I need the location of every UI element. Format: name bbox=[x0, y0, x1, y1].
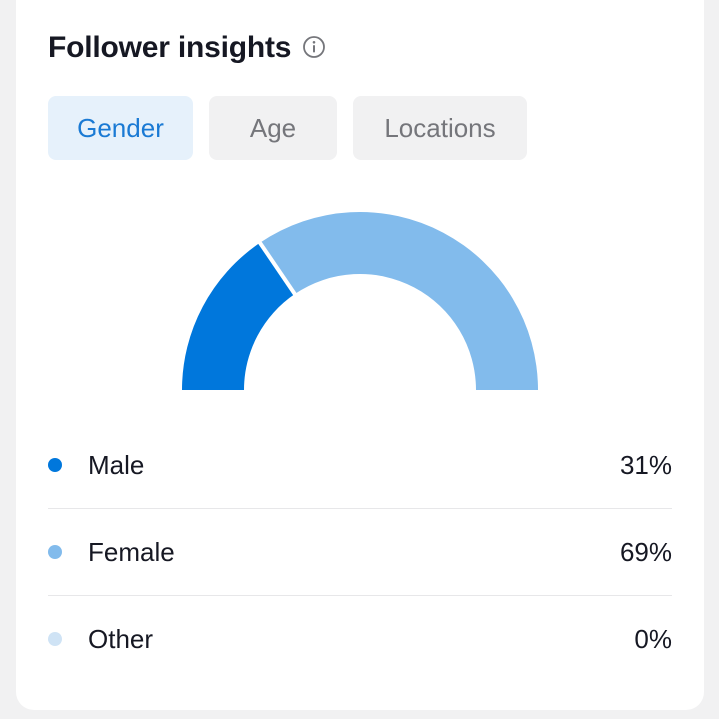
legend-row-female: Female 69% bbox=[48, 509, 672, 596]
chart-segment-divider bbox=[257, 240, 298, 297]
tab-gender[interactable]: Gender bbox=[48, 96, 193, 160]
legend-label-female: Female bbox=[88, 536, 175, 567]
chart-segment-male bbox=[182, 242, 295, 390]
tab-locations[interactable]: Locations bbox=[353, 96, 527, 160]
legend-label-male: Male bbox=[88, 449, 145, 480]
male-dot-icon bbox=[48, 458, 62, 472]
legend-value-male: 31% bbox=[619, 449, 672, 480]
legend-value-other: 0% bbox=[634, 623, 672, 654]
legend-label-other: Other bbox=[88, 623, 154, 654]
legend-row-male: Male 31% bbox=[48, 422, 672, 509]
follower-insights-card: Follower insights Gender Age Locations M… bbox=[16, 0, 704, 710]
legend-row-other: Other 0% bbox=[48, 596, 672, 682]
gender-legend: Male 31% Female 69% Other 0% bbox=[48, 422, 672, 682]
chart-segment-female bbox=[259, 212, 538, 390]
gender-half-donut-chart bbox=[182, 212, 538, 390]
title-row: Follower insights bbox=[48, 26, 327, 70]
page-title: Follower insights bbox=[48, 31, 292, 64]
info-icon[interactable] bbox=[301, 34, 327, 60]
tab-age[interactable]: Age bbox=[209, 96, 337, 160]
legend-value-female: 69% bbox=[619, 536, 672, 567]
female-dot-icon bbox=[48, 545, 62, 559]
insights-tabs: Gender Age Locations bbox=[48, 96, 527, 160]
other-dot-icon bbox=[48, 632, 62, 646]
